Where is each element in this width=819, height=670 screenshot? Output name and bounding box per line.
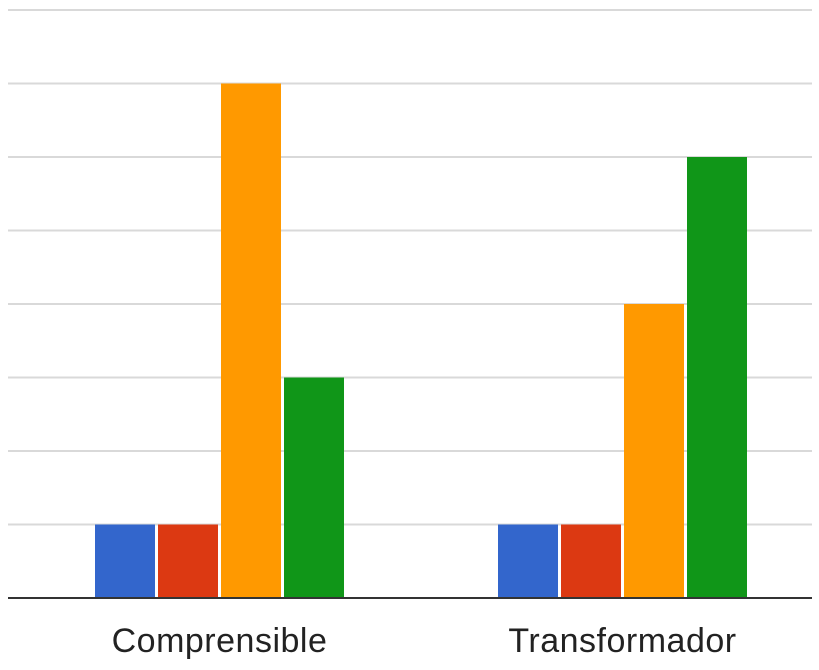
category-label: Transformador: [508, 622, 736, 660]
bar-comprensible-series-4: [284, 378, 344, 599]
bars: [95, 84, 747, 599]
category-label: Comprensible: [112, 622, 328, 660]
bar-transformador-series-4: [687, 157, 747, 598]
bar-transformador-series-2: [561, 525, 621, 599]
bar-comprensible-series-3: [221, 84, 281, 599]
category-labels: Comprensible Transformador: [112, 622, 737, 660]
bar-comprensible-series-2: [158, 525, 218, 599]
bar-transformador-series-1: [498, 525, 558, 599]
bar-comprensible-series-1: [95, 525, 155, 599]
bar-transformador-series-3: [624, 304, 684, 598]
